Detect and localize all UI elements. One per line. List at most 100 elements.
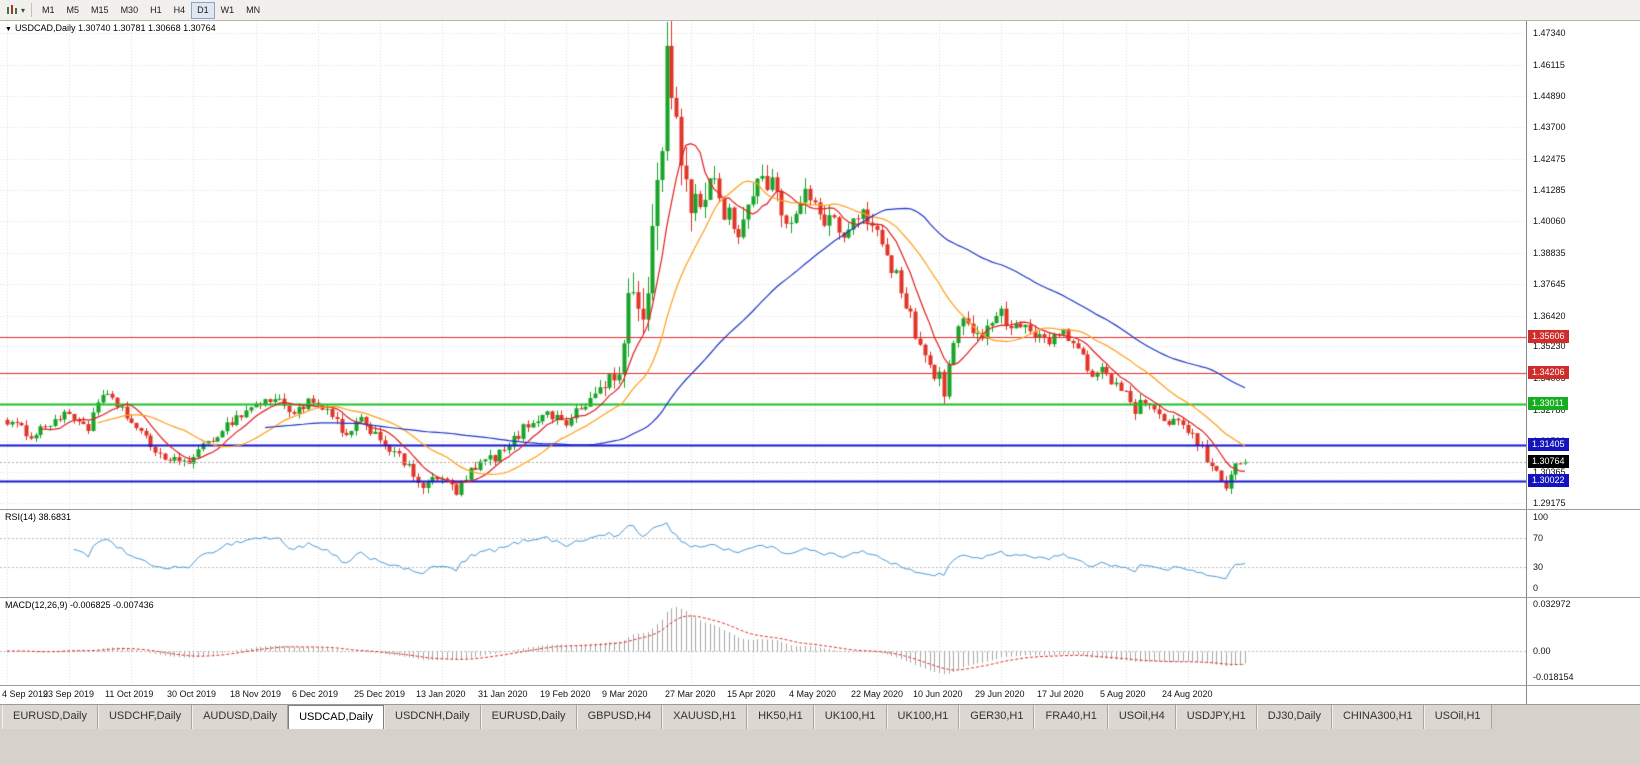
date-axis-label: 15 Apr 2020 bbox=[727, 689, 776, 699]
macd-indicator-canvas[interactable] bbox=[0, 598, 1526, 685]
timeframe-button-m15[interactable]: M15 bbox=[91, 4, 109, 15]
date-axis-label: 11 Oct 2019 bbox=[105, 689, 154, 699]
price-axis-label: 1.38835 bbox=[1533, 248, 1566, 258]
timeframe-button-m30[interactable]: M30 bbox=[120, 4, 139, 15]
macd-axis-label: 0.032972 bbox=[1533, 599, 1571, 609]
date-axis-label: 22 May 2020 bbox=[851, 689, 904, 699]
timeframe-button-group: M1 M5 M15 M30 H1 H4 D1 W1 MN bbox=[36, 1, 266, 19]
rsi-axis-label: 0 bbox=[1533, 583, 1539, 593]
timeframe-button-d1[interactable]: D1 bbox=[191, 1, 215, 19]
level-price-badge: 1.33011 bbox=[1528, 397, 1568, 410]
chart-tab-xauusd-h1[interactable]: XAUUSD,H1 bbox=[662, 705, 748, 729]
chart-tab-usdchf-daily[interactable]: USDCHF,Daily bbox=[97, 705, 193, 729]
date-axis-corner bbox=[1526, 686, 1640, 704]
rsi-axis-label: 100 bbox=[1533, 512, 1549, 522]
chart-tab-audusd-daily[interactable]: AUDUSD,Daily bbox=[192, 705, 289, 729]
chart-tab-eurusd-daily[interactable]: EURUSD,Daily bbox=[2, 705, 98, 729]
timeframe-button-mn[interactable]: MN bbox=[246, 4, 261, 15]
macd-panel-row: MACD(12,26,9) -0.006825 -0.007436 0.0329… bbox=[0, 598, 1640, 686]
macd-axis-label: 0.00 bbox=[1533, 646, 1551, 656]
macd-title: MACD(12,26,9) -0.006825 -0.007436 bbox=[5, 600, 154, 610]
date-axis-label: 9 Mar 2020 bbox=[602, 689, 648, 699]
toolbar-separator bbox=[31, 3, 33, 17]
date-axis: 4 Sep 2019 23 Sep 2019 11 Oct 2019 30 Oct 2… bbox=[0, 686, 1526, 704]
price-axis-label: 1.41285 bbox=[1533, 185, 1566, 195]
price-axis: 1.47340 1.46115 1.44890 1.43700 1.42475 1.412… bbox=[1526, 21, 1640, 509]
level-price-badge: 1.30022 bbox=[1528, 474, 1569, 487]
date-axis-label: 4 Sep 2019 bbox=[2, 689, 49, 699]
price-axis-label: 1.29175 bbox=[1533, 498, 1566, 508]
price-chart-canvas[interactable] bbox=[0, 21, 1526, 509]
timeframe-button-h4[interactable]: H4 bbox=[173, 4, 186, 15]
chart-ohlc-values: 1.30740 1.30781 1.30668 1.30764 bbox=[77, 23, 216, 33]
macd-plot: MACD(12,26,9) -0.006825 -0.007436 bbox=[0, 598, 1526, 685]
price-axis-label: 1.43700 bbox=[1533, 122, 1566, 132]
rsi-axis-label: 70 bbox=[1533, 533, 1544, 543]
price-axis-label: 1.37645 bbox=[1533, 279, 1566, 289]
price-axis-label: 1.30365 bbox=[1533, 467, 1566, 477]
price-plot: ▼ USDCAD,Daily 1.30740 1.30781 1.30668 1.… bbox=[0, 21, 1526, 509]
chart-tab-china300-h1[interactable]: CHINA300,H1 bbox=[1331, 705, 1424, 729]
date-axis-label: 6 Dec 2019 bbox=[292, 689, 339, 699]
rsi-title: RSI(14) 38.6831 bbox=[5, 512, 72, 522]
date-axis-label: 23 Sep 2019 bbox=[43, 689, 95, 699]
level-price-badge: 1.35606 bbox=[1528, 330, 1569, 343]
dropdown-caret-icon[interactable]: ▾ bbox=[21, 5, 26, 15]
chart-tab-eurusd-daily[interactable]: EURUSD,Daily bbox=[480, 705, 577, 729]
chart-tab-usdjpy-h1[interactable]: USDJPY,H1 bbox=[1175, 705, 1257, 729]
macd-axis: 0.032972 0.00 -0.018154 bbox=[1526, 598, 1640, 685]
date-axis-label: 24 Aug 2020 bbox=[1162, 689, 1213, 699]
date-axis-label: 29 Jun 2020 bbox=[975, 689, 1025, 699]
chart-tab-hk50-h1[interactable]: HK50,H1 bbox=[747, 705, 814, 729]
chart-tab-uk100-h1[interactable]: UK100,H1 bbox=[813, 705, 887, 729]
macd-axis-label: -0.018154 bbox=[1533, 672, 1574, 682]
chart-title: ▼ USDCAD,Daily 1.30740 1.30781 1.30668 1.… bbox=[5, 23, 216, 33]
status-bar bbox=[0, 729, 1640, 765]
current-price-badge: 1.30764 bbox=[1528, 455, 1569, 468]
chart-tab-usoil-h4[interactable]: USOil,H4 bbox=[1107, 705, 1176, 729]
chart-type-icon[interactable] bbox=[4, 2, 20, 18]
timeframe-button-h1[interactable]: H1 bbox=[150, 4, 162, 15]
chart-tab-usdcad-daily[interactable]: USDCAD,Daily bbox=[288, 705, 385, 729]
chart-tabbar: EURUSD,Daily USDCHF,Daily AUDUSD,Daily USDC… bbox=[0, 704, 1640, 729]
timeframe-button-w1[interactable]: W1 bbox=[220, 4, 235, 15]
top-toolbar: ▾ M1 M5 M15 M30 H1 H4 D1 W1 MN bbox=[0, 0, 1640, 21]
date-axis-label: 10 Jun 2020 bbox=[913, 689, 963, 699]
price-axis-label: 1.46115 bbox=[1533, 60, 1565, 70]
rsi-indicator-canvas[interactable] bbox=[0, 510, 1526, 597]
date-axis-label: 30 Oct 2019 bbox=[167, 689, 217, 699]
price-axis-label: 1.44890 bbox=[1533, 91, 1566, 101]
price-axis-label: 1.32780 bbox=[1533, 405, 1566, 415]
chart-symbol-label: USDCAD,Daily bbox=[14, 23, 76, 33]
date-axis-label: 31 Jan 2020 bbox=[478, 689, 528, 699]
price-axis-label: 1.35230 bbox=[1533, 341, 1566, 351]
chart-tab-uk100-h1[interactable]: UK100,H1 bbox=[886, 705, 960, 729]
rsi-plot: RSI(14) 38.6831 bbox=[0, 510, 1526, 597]
date-axis-label: 4 May 2020 bbox=[789, 689, 837, 699]
price-panel-row: ▼ USDCAD,Daily 1.30740 1.30781 1.30668 1.… bbox=[0, 21, 1640, 510]
rsi-axis-label: 30 bbox=[1533, 562, 1544, 572]
date-axis-label: 5 Aug 2020 bbox=[1100, 689, 1146, 699]
chart-tab-usdcnh-daily[interactable]: USDCNH,Daily bbox=[384, 705, 481, 729]
date-axis-label: 13 Jan 2020 bbox=[416, 689, 466, 699]
date-axis-label: 27 Mar 2020 bbox=[665, 689, 716, 699]
date-axis-label: 18 Nov 2019 bbox=[230, 689, 282, 699]
date-axis-label: 17 Jul 2020 bbox=[1037, 689, 1084, 699]
rsi-panel-row: RSI(14) 38.6831 100 70 30 0 bbox=[0, 510, 1640, 598]
chart-tab-ger30-h1[interactable]: GER30,H1 bbox=[959, 705, 1035, 729]
chart-tab-gbpusd-h4[interactable]: GBPUSD,H4 bbox=[576, 705, 663, 729]
price-axis-label: 1.47340 bbox=[1533, 28, 1566, 38]
date-axis-row: 4 Sep 2019 23 Sep 2019 11 Oct 2019 30 Oct 2… bbox=[0, 686, 1640, 704]
price-axis-label: 1.42475 bbox=[1533, 154, 1566, 164]
price-axis-label: 1.40060 bbox=[1533, 216, 1566, 226]
price-axis-label: 1.36420 bbox=[1533, 311, 1566, 321]
rsi-axis: 100 70 30 0 bbox=[1526, 510, 1640, 597]
chart-collapse-icon[interactable]: ▼ bbox=[5, 26, 12, 33]
date-axis-label: 25 Dec 2019 bbox=[354, 689, 406, 699]
chart-tab-fra40-h1[interactable]: FRA40,H1 bbox=[1034, 705, 1108, 729]
chart-tab-usoil-h1[interactable]: USOil,H1 bbox=[1423, 705, 1492, 729]
level-price-badge: 1.34206 bbox=[1528, 366, 1569, 379]
chart-tab-dj30-daily[interactable]: DJ30,Daily bbox=[1256, 705, 1332, 729]
timeframe-button-m5[interactable]: M5 bbox=[66, 4, 80, 15]
timeframe-button-m1[interactable]: M1 bbox=[42, 4, 55, 15]
